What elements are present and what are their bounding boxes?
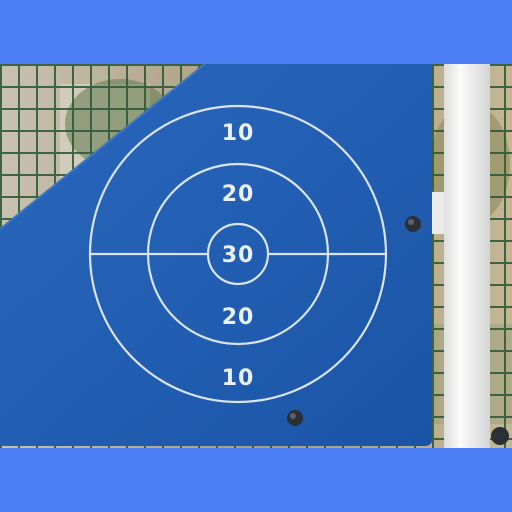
score-label-bottom-middle: 20 xyxy=(222,305,255,330)
bolt-right-highlight xyxy=(408,219,414,225)
target-scene: 10 20 30 20 10 xyxy=(0,64,512,448)
post-bolt xyxy=(491,427,509,445)
target-rings xyxy=(88,104,388,404)
score-label-top-outer: 10 xyxy=(222,121,255,146)
score-label-top-middle: 20 xyxy=(222,182,255,207)
target-panel xyxy=(0,64,432,446)
photo: 10 20 30 20 10 xyxy=(0,64,512,448)
white-post xyxy=(444,64,490,448)
panel-edge xyxy=(0,64,206,230)
bolt-bottom-highlight xyxy=(290,413,296,419)
score-label-bottom-outer: 10 xyxy=(222,366,255,391)
score-label-center: 30 xyxy=(222,243,255,268)
